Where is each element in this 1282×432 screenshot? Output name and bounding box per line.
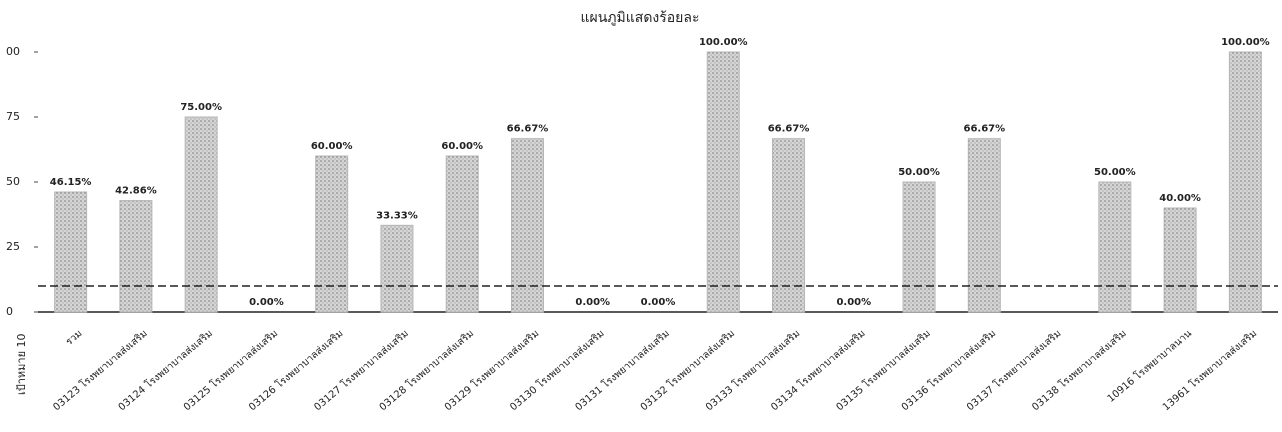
bar <box>772 138 806 313</box>
target-label: เป้าหมาย 10 <box>15 333 28 395</box>
bar <box>1098 181 1132 313</box>
bar <box>445 155 479 313</box>
value-label: 0.00% <box>836 297 871 308</box>
y-tick-label: 50 <box>6 175 20 188</box>
bar <box>1163 207 1197 313</box>
y-tick-label: 0 <box>6 305 13 318</box>
value-label: 33.33% <box>376 210 418 221</box>
bar <box>54 191 88 313</box>
bar <box>380 224 414 313</box>
value-label: 42.86% <box>115 186 157 197</box>
value-label: 60.00% <box>311 141 353 152</box>
y-tick-label: 00 <box>6 45 20 58</box>
value-label: 66.67% <box>768 124 810 135</box>
value-label: 66.67% <box>963 124 1005 135</box>
bar <box>967 138 1001 313</box>
value-label: 46.15% <box>50 177 92 188</box>
y-tick-label: 25 <box>6 240 20 253</box>
y-tick-label: 75 <box>6 110 20 123</box>
value-label: 75.00% <box>180 102 222 113</box>
bar <box>119 200 153 313</box>
bar <box>184 116 218 313</box>
bar <box>315 155 349 313</box>
bar <box>510 138 544 313</box>
value-label: 100.00% <box>1221 37 1270 48</box>
bar <box>902 181 936 313</box>
value-label: 66.67% <box>507 124 549 135</box>
value-label: 50.00% <box>898 167 940 178</box>
value-label: 40.00% <box>1159 193 1201 204</box>
bar <box>706 51 740 313</box>
chart-title: แผนภูมิแสดงร้อยละ <box>581 10 700 26</box>
bar <box>1228 51 1262 313</box>
value-label: 50.00% <box>1094 167 1136 178</box>
value-label: 100.00% <box>699 37 748 48</box>
value-label: 0.00% <box>249 297 284 308</box>
value-label: 0.00% <box>575 297 610 308</box>
value-label: 60.00% <box>441 141 483 152</box>
x-tick-label: รวม <box>64 328 85 348</box>
value-label: 0.00% <box>641 297 676 308</box>
